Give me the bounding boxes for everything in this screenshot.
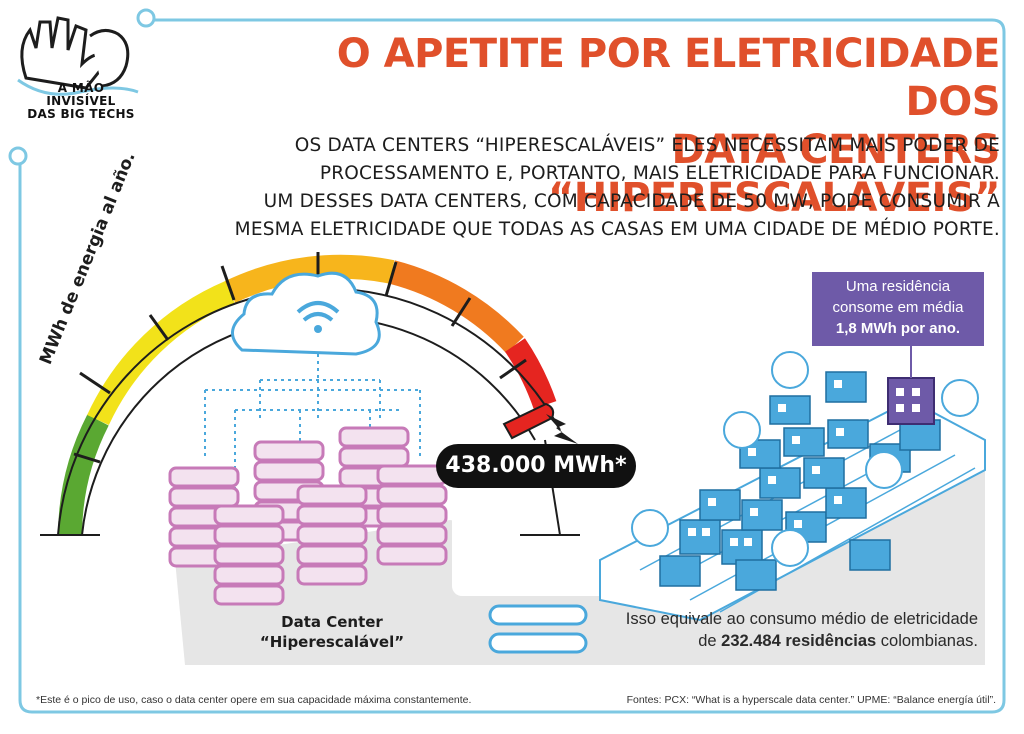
pill-backdrop xyxy=(452,486,617,596)
bars-icon xyxy=(488,604,588,654)
equiv-suffix: colombianas. xyxy=(876,632,978,650)
logo-line-3: DAS BIG TECHS xyxy=(27,107,135,121)
data-center-label: Data Center “Hiperescalável” xyxy=(252,612,412,652)
equiv-line-1: Isso equivale ao consumo médio de eletri… xyxy=(625,610,978,628)
intro-line-3: UM DESSES DATA CENTERS, COM CAPACIDADE D… xyxy=(263,191,1000,212)
intro-line-1: OS DATA CENTERS “HIPERESCALÁVEIS” ELES N… xyxy=(294,135,1000,156)
intro-line-2: PROCESSAMENTO E, PORTANTO, MAIS ELETRICI… xyxy=(319,163,1000,184)
callout-line-3: 1,8 MWh por ano. xyxy=(835,320,961,337)
logo-line-2: INVISÍVEL xyxy=(46,94,116,108)
callout-line-1: Uma residência xyxy=(845,278,951,295)
consumption-value: 438.000 MWh* xyxy=(436,444,636,488)
equiv-prefix: de xyxy=(698,632,722,650)
city-houses-icon xyxy=(599,346,986,622)
highlight-house-icon xyxy=(887,377,935,425)
page-title: O APETITE POR ELETRICIDADE DOS DATA CENT… xyxy=(240,30,1001,222)
logo-line-1: A MÃO xyxy=(57,81,105,95)
intro-text: OS DATA CENTERS “HIPERESCALÁVEIS” ELES N… xyxy=(120,132,1000,244)
household-callout: Uma residência consome em média 1,8 MWh … xyxy=(812,272,984,346)
server-stacks-icon xyxy=(168,426,448,606)
title-line-1: O APETITE POR ELETRICIDADE DOS xyxy=(336,31,1001,125)
title-line-2: DATA CENTERS “HIPERESCALÁVEIS” xyxy=(547,127,1001,221)
equivalence-text: Isso equivale ao consumo médio de eletri… xyxy=(598,608,978,652)
equiv-highlight: 232.484 residências xyxy=(721,632,877,650)
sources: Fontes: PCX: “What is a hyperscale data … xyxy=(626,694,996,706)
cloud-wifi-icon xyxy=(231,271,381,356)
dc-line-2: “Hiperescalável” xyxy=(259,633,405,651)
hands-logo-icon xyxy=(17,16,139,96)
equiv-line-2: de 232.484 residências colombianas. xyxy=(598,630,978,652)
callout-line-2: consome em média xyxy=(832,299,964,316)
intro-line-4: MESMA ELETRICIDADE QUE TODAS AS CASAS EM… xyxy=(234,219,1000,240)
footnote: *Este é o pico de uso, caso o data cente… xyxy=(36,694,472,706)
logo-text: A MÃO INVISÍVEL DAS BIG TECHS xyxy=(16,82,146,121)
gauge-icon xyxy=(58,254,557,536)
dc-line-1: Data Center xyxy=(281,613,383,631)
